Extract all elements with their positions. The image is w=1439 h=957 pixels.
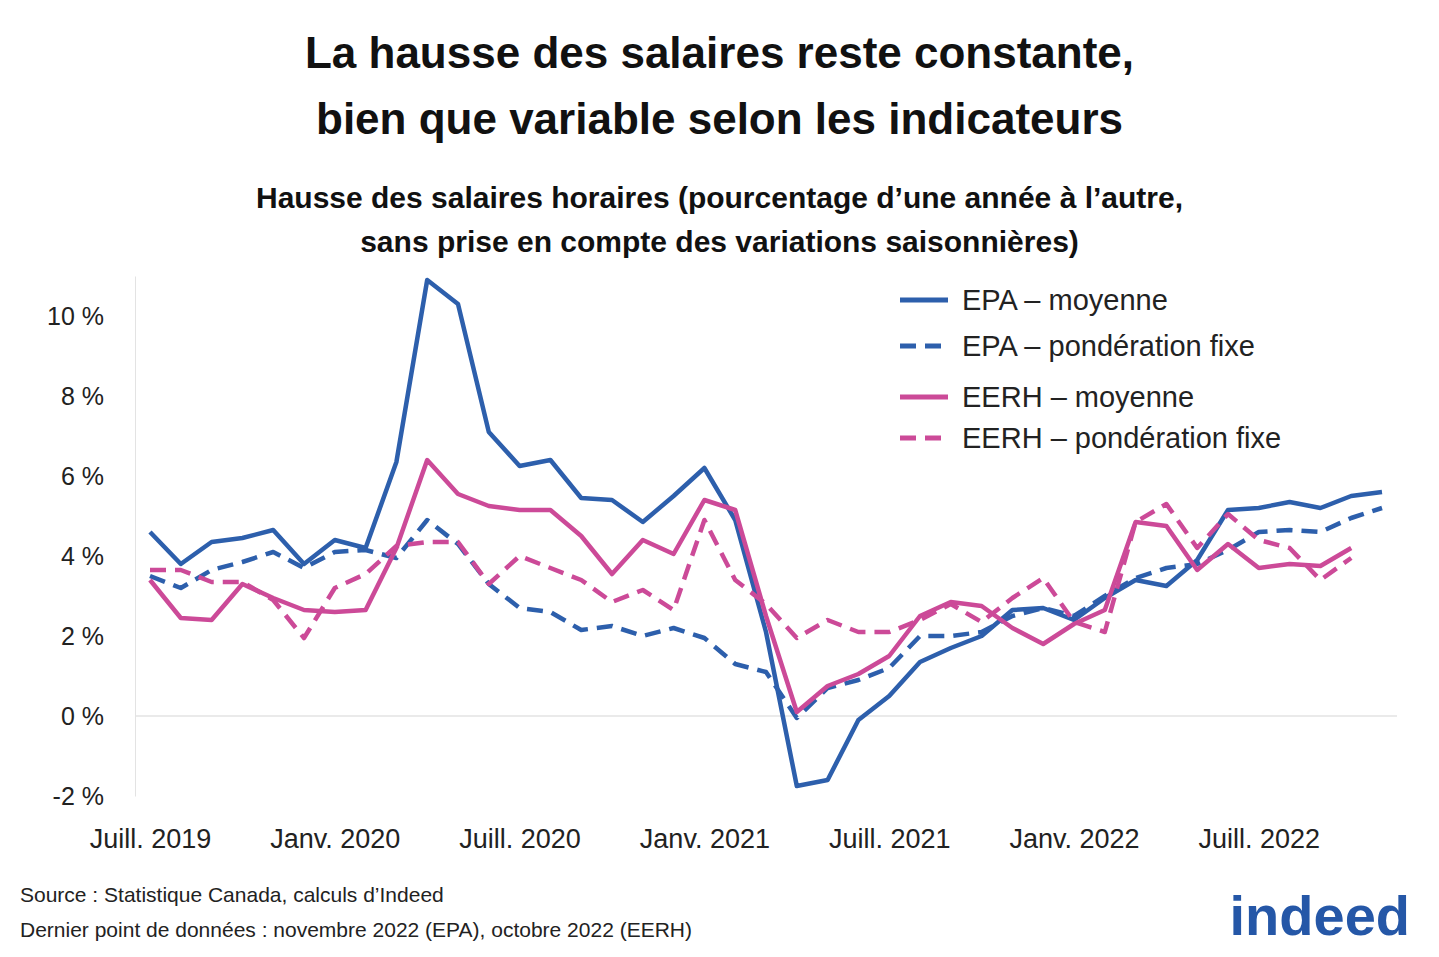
subtitle: sans prise en compte des variations sais…	[360, 225, 1079, 258]
title: bien que variable selon les indicateurs	[316, 94, 1123, 143]
legend-swatch	[900, 298, 948, 303]
zero-line	[135, 715, 1397, 717]
note: Dernier point de données : novembre 2022…	[20, 918, 692, 941]
y-tick-label: 2 %	[61, 622, 104, 650]
y-tick: 4 %	[61, 542, 135, 570]
y-tick: 10 %	[47, 302, 135, 330]
title: La hausse des salaires reste constante,	[305, 28, 1134, 77]
x-tick-label: Janv. 2021	[640, 824, 770, 854]
x-tick-label: Janv. 2020	[270, 824, 400, 854]
x-tick: Juill. 2021	[829, 820, 951, 854]
x-tick: Juill. 2022	[1199, 820, 1321, 854]
legend-swatch	[900, 395, 948, 400]
x-tick-label: Juill. 2021	[829, 824, 951, 854]
source: Source : Statistique Canada, calculs d’I…	[20, 883, 444, 906]
y-tick: 2 %	[61, 622, 135, 650]
series-line	[150, 504, 1351, 638]
y-tick-label: 0 %	[61, 702, 104, 730]
y-tick-label: 8 %	[61, 382, 104, 410]
chart: La hausse des salaires reste constante, b…	[0, 0, 1439, 957]
y-tick: -2 %	[53, 782, 135, 810]
y-tick-label: 10 %	[47, 302, 104, 330]
legend-label: EPA – pondération fixe	[962, 330, 1255, 362]
x-tick: Janv. 2022	[1009, 820, 1139, 854]
x-tick: Janv. 2020	[270, 820, 400, 854]
y-tick-label: 6 %	[61, 462, 104, 490]
legend-swatch	[900, 436, 948, 441]
y-tick-label: 4 %	[61, 542, 104, 570]
x-axis: Juill. 2019 Janv. 2020 Juill. 2020 Janv. 20…	[90, 820, 1320, 854]
x-tick: Janv. 2021	[640, 820, 770, 854]
y-tick: 0 %	[61, 702, 135, 730]
grid	[135, 716, 1397, 717]
legend-label: EPA – moyenne	[962, 284, 1168, 316]
x-tick: Juill. 2020	[459, 820, 581, 854]
logo: indeed	[1230, 884, 1410, 947]
y-axis: -2 % 0 % 2 % 4 % 6 % 8 % 10 %	[47, 277, 135, 810]
y-tick: 8 %	[61, 382, 135, 410]
legend-label: EERH – moyenne	[962, 381, 1194, 413]
y-tick-label: -2 %	[53, 782, 104, 810]
legend-label: EERH – pondération fixe	[962, 422, 1281, 454]
y-tick: 6 %	[61, 462, 135, 490]
lines	[150, 280, 1382, 786]
x-tick-label: Janv. 2022	[1009, 824, 1139, 854]
x-tick: Juill. 2019	[90, 820, 212, 854]
legend-swatch	[900, 344, 948, 349]
legend: EPA – moyenne EPA – pondération fixe EERH …	[900, 284, 1281, 454]
x-tick-label: Juill. 2022	[1199, 824, 1321, 854]
subtitle: Hausse des salaires horaires (pourcentag…	[256, 181, 1183, 214]
x-tick-label: Juill. 2019	[90, 824, 212, 854]
series-line	[150, 460, 1351, 712]
x-tick-label: Juill. 2020	[459, 824, 581, 854]
series-line	[150, 280, 1382, 786]
y-axis-line	[135, 277, 136, 797]
